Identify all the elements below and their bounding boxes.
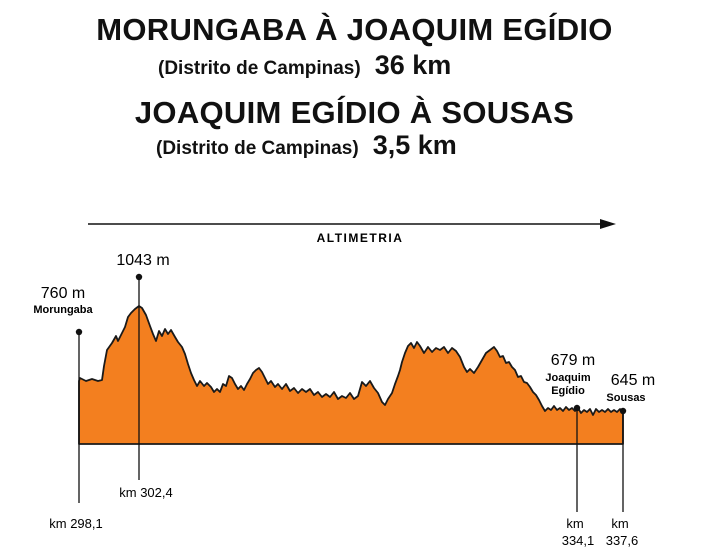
marker-dot-morungaba: [75, 328, 83, 336]
place-joaquim-egidio-line2: Egídio: [551, 385, 585, 397]
km-joaquim-egidio: 334,1: [562, 533, 595, 548]
route1-subtitle: (Distrito de Campinas): [158, 58, 361, 79]
km-morungaba: km 298,1: [49, 516, 102, 531]
place-morungaba: Morungaba: [33, 304, 93, 316]
altitude-joaquim-egidio: 679 m: [551, 352, 595, 369]
route2-title: JOAQUIM EGÍDIO À SOUSAS: [134, 95, 575, 130]
marker-dot-joaquim-egidio: [573, 404, 581, 412]
place-sousas: Sousas: [606, 392, 645, 404]
elevation-fill: [78, 305, 624, 445]
route2-subtitle-row: (Distrito de Campinas) 3,5 km: [156, 130, 457, 161]
km-label-joaquim-egidio: km: [566, 516, 583, 531]
direction-arrow-head: [600, 219, 616, 229]
route1-subtitle-row: (Distrito de Campinas) 36 km: [158, 50, 451, 81]
route1-distance: 36 km: [374, 50, 452, 80]
km-sousas: 337,6: [606, 533, 639, 548]
route1-title: MORUNGABA À JOAQUIM EGÍDIO: [96, 12, 613, 47]
place-joaquim-egidio-line1: Joaquim: [545, 372, 590, 384]
altitude-summit: 1043 m: [116, 252, 169, 269]
route2-subtitle: (Distrito de Campinas): [156, 138, 359, 159]
altitude-sousas: 645 m: [611, 372, 655, 389]
km-label-sousas: km: [611, 516, 628, 531]
marker-dot-sousas: [619, 407, 627, 415]
marker-dot-summit: [135, 273, 143, 281]
altimetry-label: ALTIMETRIA: [317, 231, 404, 245]
km-summit: km 302,4: [119, 485, 172, 500]
route2-distance: 3,5 km: [372, 130, 457, 160]
altitude-morungaba: 760 m: [41, 285, 85, 302]
